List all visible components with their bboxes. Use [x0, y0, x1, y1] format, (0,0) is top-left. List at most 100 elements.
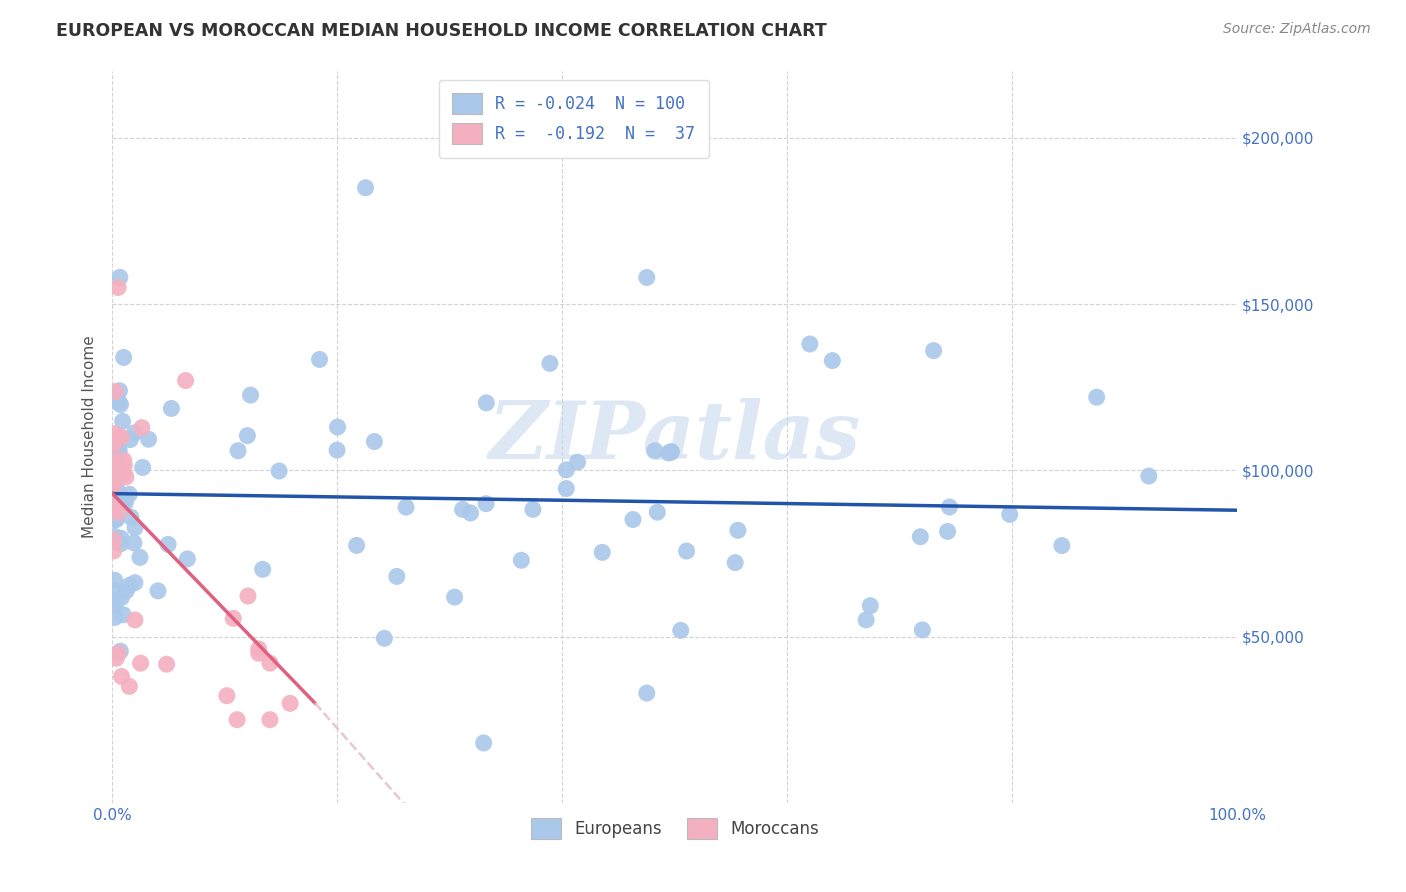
Point [103, 533, 125, 547]
Point [104, 440, 127, 454]
Point [103, 472, 125, 486]
Point [636, 270, 658, 285]
Point [591, 545, 613, 559]
Point [669, 624, 692, 638]
Point [104, 594, 127, 608]
Point [247, 646, 270, 660]
Point [443, 590, 465, 604]
Point [363, 434, 385, 449]
Point [555, 482, 578, 496]
Point [110, 669, 132, 683]
Point [112, 467, 135, 481]
Point [472, 736, 495, 750]
Point [124, 575, 146, 590]
Point [567, 455, 589, 469]
Point [105, 512, 128, 526]
Point [239, 388, 262, 402]
Point [110, 591, 132, 605]
Point [110, 536, 132, 550]
Point [555, 463, 578, 477]
Legend: Europeans, Moroccans: Europeans, Moroccans [524, 811, 825, 846]
Point [131, 460, 153, 475]
Point [146, 583, 169, 598]
Point [226, 713, 249, 727]
Point [115, 470, 138, 484]
Point [460, 506, 482, 520]
Point [855, 613, 877, 627]
Point [104, 598, 127, 612]
Point [104, 467, 127, 481]
Point [659, 445, 682, 459]
Point [118, 487, 141, 501]
Point [111, 414, 134, 428]
Point [115, 583, 138, 598]
Point [108, 384, 131, 398]
Point [910, 530, 932, 544]
Point [174, 374, 197, 388]
Point [107, 441, 129, 455]
Point [922, 343, 945, 358]
Point [103, 499, 125, 513]
Text: EUROPEAN VS MOROCCAN MEDIAN HOUSEHOLD INCOME CORRELATION CHART: EUROPEAN VS MOROCCAN MEDIAN HOUSEHOLD IN… [56, 22, 827, 40]
Point [1050, 539, 1073, 553]
Point [911, 623, 934, 637]
Point [659, 444, 682, 458]
Point [120, 433, 142, 447]
Point [226, 443, 249, 458]
Text: ZIPatlas: ZIPatlas [489, 399, 860, 475]
Point [157, 537, 180, 551]
Point [799, 337, 821, 351]
Point [647, 505, 669, 519]
Point [103, 479, 125, 493]
Point [110, 531, 132, 545]
Point [107, 646, 129, 660]
Point [112, 351, 135, 365]
Point [247, 641, 270, 656]
Point [938, 500, 960, 514]
Point [222, 611, 245, 625]
Point [636, 686, 658, 700]
Point [156, 657, 179, 672]
Point [108, 456, 131, 470]
Point [998, 508, 1021, 522]
Point [724, 556, 747, 570]
Point [259, 713, 281, 727]
Point [112, 453, 135, 467]
Point [104, 384, 127, 399]
Point [110, 644, 132, 658]
Point [475, 396, 498, 410]
Point [236, 428, 259, 442]
Point [114, 492, 136, 507]
Point [104, 610, 127, 624]
Point [107, 506, 129, 520]
Point [105, 651, 128, 665]
Point [104, 426, 127, 441]
Point [104, 574, 127, 588]
Point [124, 521, 146, 535]
Point [252, 562, 274, 576]
Point [644, 443, 666, 458]
Point [1085, 390, 1108, 404]
Point [395, 500, 418, 515]
Point [104, 583, 127, 598]
Point [105, 466, 128, 480]
Point [103, 437, 125, 451]
Point [138, 432, 160, 446]
Point [120, 510, 142, 524]
Point [510, 553, 533, 567]
Point [658, 446, 681, 460]
Point [373, 632, 395, 646]
Point [176, 552, 198, 566]
Point [215, 689, 238, 703]
Point [103, 544, 125, 558]
Point [821, 353, 844, 368]
Point [104, 394, 127, 409]
Point [108, 395, 131, 409]
Point [538, 356, 561, 370]
Point [112, 458, 135, 473]
Point [103, 467, 125, 481]
Point [326, 420, 349, 434]
Point [346, 538, 368, 552]
Point [160, 401, 183, 416]
Point [124, 425, 146, 440]
